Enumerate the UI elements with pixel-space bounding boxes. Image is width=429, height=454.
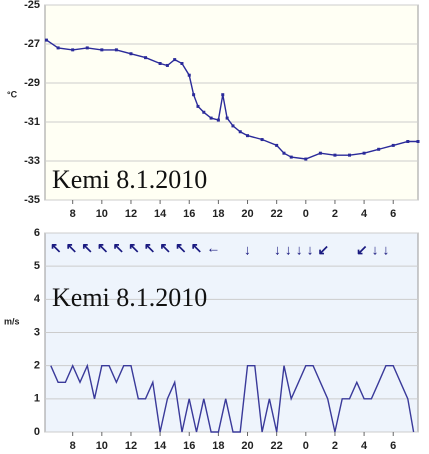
- y-tick-label: 5: [34, 260, 40, 272]
- x-tick-label: 22: [271, 440, 283, 452]
- line: [46, 39, 418, 160]
- y-tick-label: -27: [24, 38, 40, 50]
- y-tick-label: 6: [34, 227, 40, 239]
- wind-arrows: ↖ ↖ ↖ ↖ ↖ ↖ ↖ ↖ ↖ ↖ ← ↓ ↓ ↓ ↓ ↓ ↙ ↙ ↓ ↓: [50, 240, 390, 258]
- line: [50, 363, 415, 433]
- marker: [100, 48, 104, 52]
- y-tick-label: 4: [34, 293, 41, 305]
- marker: [282, 151, 286, 155]
- marker: [318, 151, 322, 155]
- marker: [304, 157, 308, 161]
- marker: [216, 118, 220, 122]
- marker: [246, 134, 250, 138]
- x-tick-label: 2: [332, 440, 338, 452]
- marker: [391, 143, 395, 147]
- marker: [221, 93, 225, 97]
- svg-text:↓ ↓ ↓ ↓ ↙: ↓ ↓ ↓ ↓ ↙: [274, 242, 329, 258]
- y-tick-label: 0: [34, 426, 40, 438]
- x-tick-label: 2: [332, 208, 338, 220]
- x-tick-label: 8: [70, 208, 76, 220]
- marker: [158, 62, 162, 65]
- annotation: Kemi 8.1.2010: [52, 165, 207, 194]
- x-tick-label: 12: [125, 208, 137, 220]
- marker: [231, 124, 235, 128]
- marker: [192, 93, 196, 97]
- y-tick-label: -31: [24, 116, 40, 128]
- x-tick-label: 20: [241, 440, 253, 452]
- svg-text:↓: ↓: [244, 242, 251, 258]
- marker: [333, 153, 337, 157]
- marker: [406, 140, 410, 143]
- marker: [348, 153, 352, 157]
- marker: [202, 110, 206, 114]
- x-tick-label: 20: [241, 208, 253, 220]
- marker: [85, 46, 89, 50]
- marker: [416, 140, 420, 143]
- x-tick-label: 4: [361, 208, 368, 220]
- x-tick-label: 22: [271, 208, 283, 220]
- marker: [180, 62, 184, 65]
- x-tick-label: 14: [154, 440, 167, 452]
- marker: [187, 73, 191, 77]
- x-tick-label: 6: [390, 208, 396, 220]
- marker: [165, 63, 169, 67]
- x-tick-label: 16: [183, 440, 195, 452]
- x-tick-label: 0: [303, 208, 309, 220]
- x-tick-label: 18: [212, 440, 224, 452]
- marker: [209, 116, 213, 120]
- svg-text:↖ ↖ ↖ ↖ ↖ ↖ ↖ ↖ ↖ ↖ ←: ↖ ↖ ↖ ↖ ↖ ↖ ↖ ↖ ↖ ↖ ←: [50, 240, 220, 256]
- x-tick-label: 12: [125, 440, 137, 452]
- marker: [144, 56, 148, 60]
- x-tick-label: 10: [96, 208, 108, 220]
- y-tick-label: 1: [34, 393, 40, 405]
- marker: [44, 38, 48, 42]
- marker: [225, 116, 229, 120]
- x-tick-label: 0: [303, 440, 309, 452]
- x-tick-label: 14: [154, 208, 167, 220]
- x-tick-label: 16: [183, 208, 195, 220]
- marker: [260, 138, 264, 142]
- marker: [238, 130, 242, 134]
- y-tick-label: 3: [34, 326, 40, 338]
- marker: [275, 143, 279, 147]
- marker: [71, 48, 75, 52]
- y-tick-label: 2: [34, 360, 40, 372]
- marker: [129, 52, 133, 56]
- y-tick-label: -25: [24, 0, 40, 11]
- y-tick-label: -29: [24, 77, 40, 89]
- svg-text:↙ ↓ ↓: ↙ ↓ ↓: [356, 242, 390, 258]
- x-tick-label: 4: [361, 440, 368, 452]
- marker: [114, 48, 118, 52]
- marker: [173, 58, 177, 62]
- x-tick-label: 10: [96, 440, 108, 452]
- marker: [362, 151, 366, 155]
- y-axis-label: m/s: [4, 316, 20, 326]
- marker: [289, 155, 293, 159]
- x-tick-label: 6: [390, 440, 396, 452]
- annotation: Kemi 8.1.2010: [52, 283, 207, 312]
- x-tick-label: 8: [70, 440, 76, 452]
- plot-area: [44, 4, 419, 201]
- y-tick-label: -33: [24, 155, 40, 167]
- x-tick-label: 18: [212, 208, 224, 220]
- marker: [377, 147, 381, 151]
- y-tick-label: -35: [24, 194, 40, 206]
- y-axis-label: °C: [7, 89, 18, 99]
- marker: [196, 104, 200, 108]
- marker: [56, 46, 60, 50]
